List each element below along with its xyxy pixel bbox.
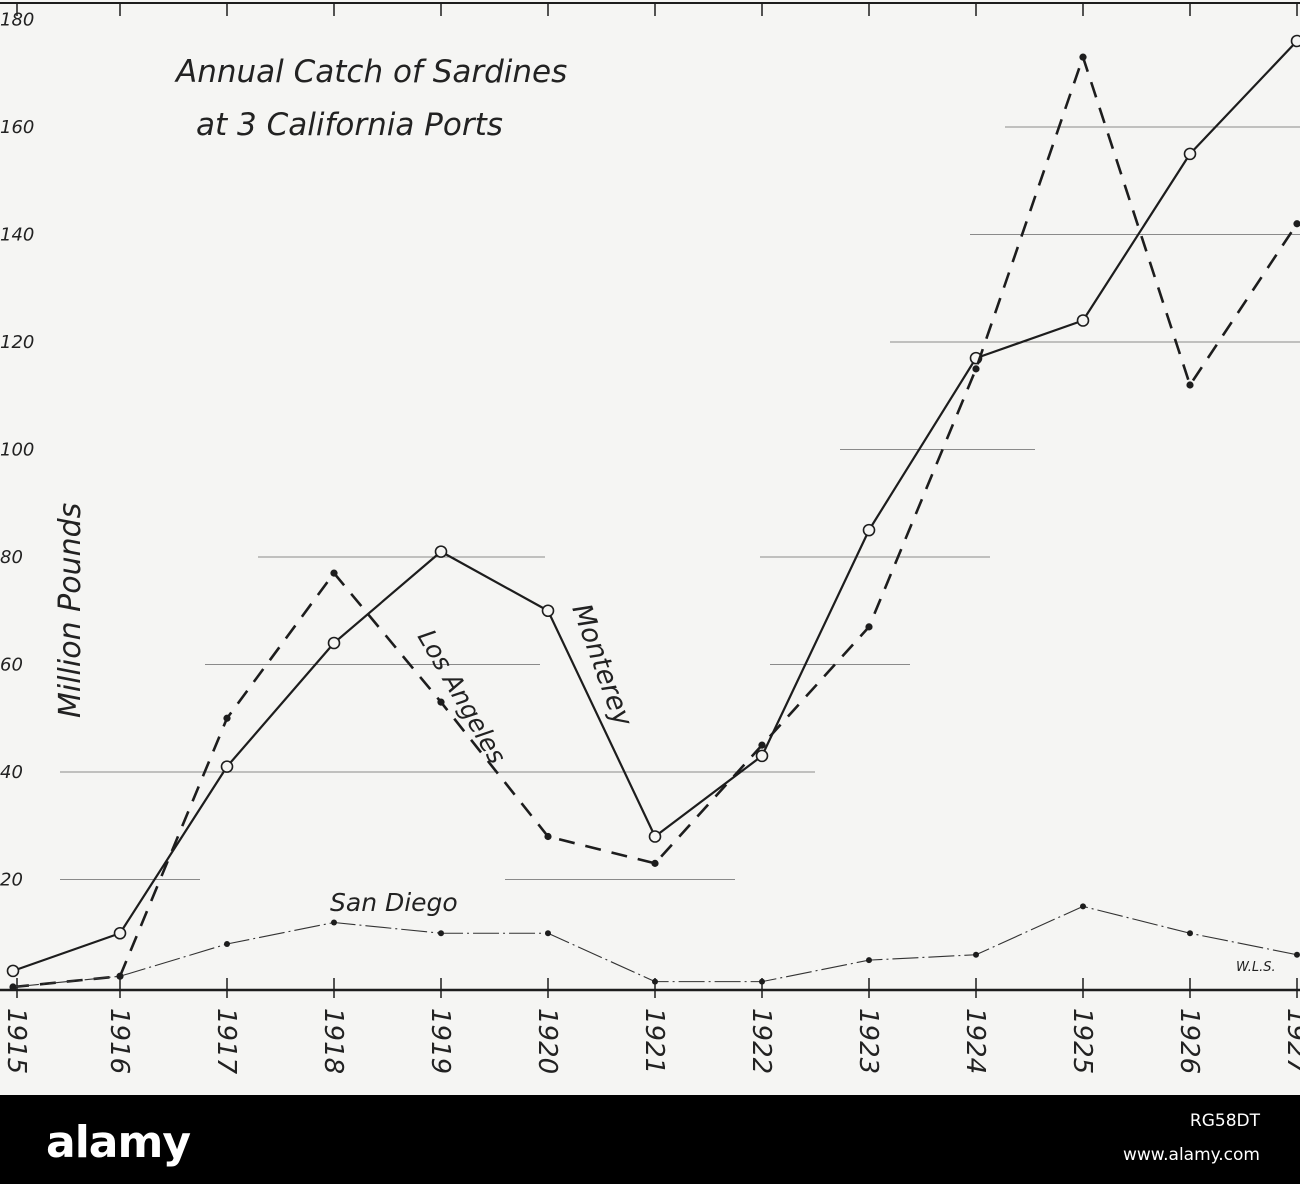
x-tick-label-1918: 1918: [318, 1008, 348, 1074]
series-label-los-angeles: Los Angeles: [412, 625, 512, 769]
point-san-diego-1926: [1187, 930, 1193, 937]
point-los-angeles-1923: [865, 623, 873, 631]
point-los-angeles-1917: [223, 714, 231, 722]
y-tick-label-40: 40: [0, 762, 23, 783]
point-monterey-1923: [862, 523, 876, 537]
point-monterey-1918: [327, 636, 341, 650]
x-tick-label-1922: 1922: [746, 1008, 776, 1074]
point-san-diego-1917: [224, 941, 230, 947]
x-tick-label-1924: 1924: [960, 1008, 990, 1074]
point-monterey-1916: [113, 926, 127, 940]
point-monterey-1919: [434, 545, 448, 558]
y-tick-label-140: 140: [0, 225, 34, 246]
chart-title-line-2: at 3 California Ports: [196, 107, 503, 143]
point-monterey-1925: [1076, 314, 1090, 327]
watermark-image-id: RG58DT: [1189, 1111, 1260, 1131]
point-los-angeles-1922: [758, 741, 766, 749]
point-los-angeles-1921: [651, 859, 659, 867]
chart-title-line-1: Annual Catch of Sardines: [174, 54, 567, 90]
x-tick-label-1923: 1923: [853, 1008, 883, 1074]
point-los-angeles-1925: [1079, 53, 1087, 61]
point-monterey-1921: [648, 830, 662, 843]
x-tick-label-1916: 1916: [104, 1008, 134, 1074]
y-tick-label-100: 100: [0, 440, 34, 461]
point-san-diego-1919: [438, 930, 444, 937]
point-los-angeles-1919: [437, 698, 445, 706]
point-monterey-1922: [755, 749, 769, 763]
series-monterey: [6, 34, 1300, 978]
point-los-angeles-1920: [544, 832, 552, 841]
grid: [60, 126, 1300, 880]
y-tick-label-20: 20: [0, 870, 23, 891]
y-tick-label-120: 120: [0, 332, 34, 353]
point-los-angeles-1927: [1293, 220, 1300, 228]
point-monterey-1920: [541, 604, 555, 618]
point-los-angeles-1926: [1186, 381, 1194, 389]
point-san-diego-1918: [331, 919, 337, 926]
watermark-banner: alamy RG58DT www.alamy.com: [0, 1095, 1300, 1184]
x-tick-label-1917: 1917: [211, 1008, 241, 1075]
point-monterey-1927: [1290, 34, 1300, 48]
point-san-diego-1920: [545, 930, 551, 937]
x-tick-label-1920: 1920: [532, 1008, 562, 1074]
point-los-angeles-1924: [972, 365, 980, 373]
x-tick-label-1925: 1925: [1067, 1008, 1097, 1074]
point-los-angeles-1918: [330, 569, 338, 577]
y-tick-label-160: 160: [0, 117, 34, 138]
series-san-diego: [10, 903, 1300, 990]
x-tick-label-1921: 1921: [639, 1008, 669, 1074]
axes: 1915 1916 1917 1918 1919 1920 1921 1922 1923 1924…: [0, 2, 1300, 1075]
point-monterey-1915: [6, 964, 20, 978]
x-tick-label-1926: 1926: [1174, 1008, 1204, 1074]
chart-text: Annual Catch of Sardines at 3 California…: [53, 54, 1276, 975]
series-los-angeles: [9, 53, 1300, 991]
point-san-diego-1925: [1080, 903, 1086, 910]
y-axis-label: Million Pounds: [53, 503, 88, 718]
x-tick-label-1919: 1919: [425, 1008, 455, 1074]
chart: 1915 1916 1917 1918 1919 1920 1921 1922 1923 1924…: [0, 0, 1300, 1095]
y-tick-label-180: 180: [0, 10, 34, 31]
point-monterey-1917: [220, 760, 234, 773]
y-tick-label-60: 60: [0, 655, 23, 676]
series-line-los-angeles: [12, 55, 1299, 989]
point-san-diego-1916: [117, 973, 123, 980]
watermark-logo: alamy: [46, 1117, 191, 1168]
signature-annotation: W.L.S.: [1236, 960, 1276, 975]
point-san-diego-1927: [1294, 951, 1300, 958]
point-san-diego-1924: [973, 951, 979, 958]
watermark-url: www.alamy.com: [1122, 1145, 1260, 1165]
point-san-diego-1922: [759, 978, 765, 985]
point-san-diego-1915: [10, 984, 16, 990]
series-label-san-diego: San Diego: [330, 888, 458, 917]
series-line-san-diego: [12, 905, 1298, 988]
point-san-diego-1923: [866, 957, 872, 964]
series-label-monterey: Monterey: [565, 600, 638, 732]
point-monterey-1926: [1183, 147, 1197, 161]
series: [6, 34, 1300, 991]
y-tick-label-80: 80: [0, 547, 23, 568]
x-tick-label-1927: 1927: [1281, 1008, 1300, 1075]
x-tick-label-1915: 1915: [1, 1008, 31, 1074]
point-san-diego-1921: [652, 978, 658, 985]
